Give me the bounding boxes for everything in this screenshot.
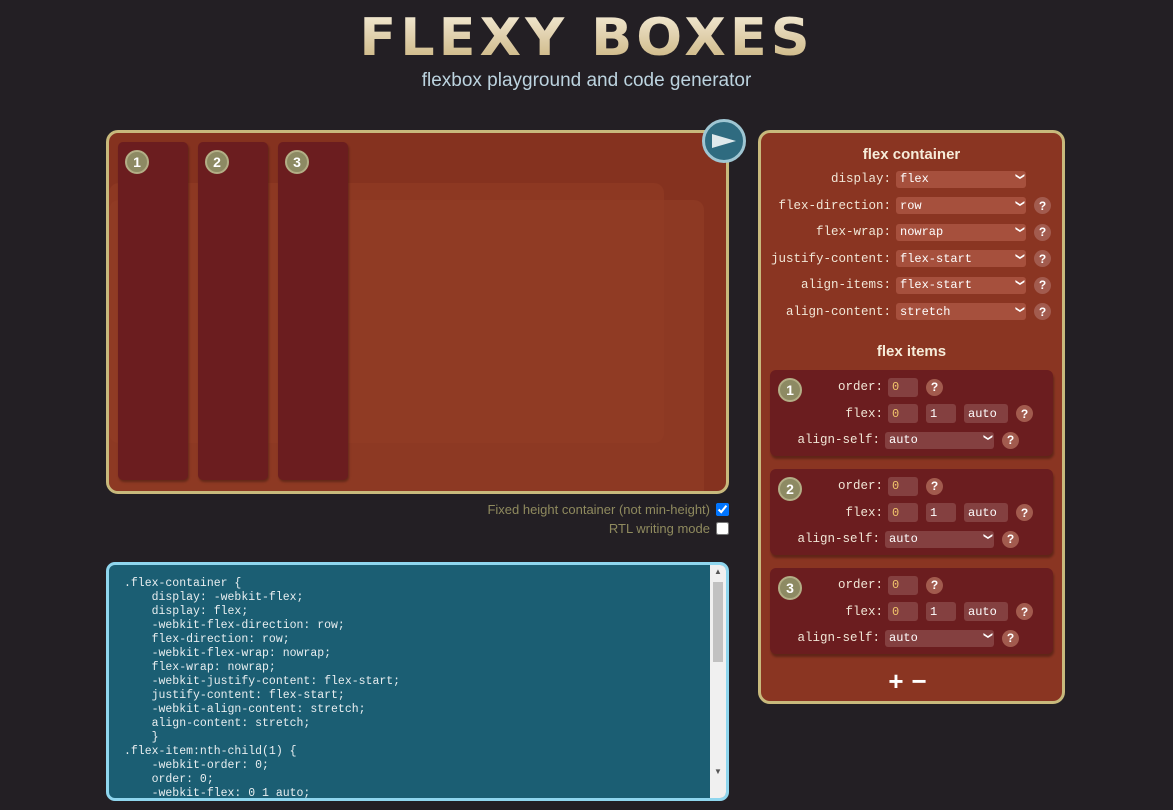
chevron-down-icon: ❯ <box>982 532 993 541</box>
flex-item-2[interactable]: 2 <box>198 142 268 480</box>
flex-item-3[interactable]: 3 <box>278 142 348 480</box>
help-icon[interactable]: ? <box>1016 603 1033 621</box>
item-number-badge: 1 <box>125 150 149 174</box>
align-self-select[interactable]: auto ❯ <box>885 530 994 548</box>
item-number-badge: 2 <box>205 150 229 174</box>
chevron-down-icon: ❯ <box>982 433 993 442</box>
add-item-button[interactable]: + <box>888 666 912 696</box>
flex-grow-input[interactable]: 0 <box>888 602 918 622</box>
align-self-select[interactable]: auto ❯ <box>885 629 994 647</box>
flex-shrink-input[interactable]: 1 <box>926 404 956 424</box>
help-icon[interactable]: ? <box>1034 197 1051 215</box>
container-prop-select[interactable]: row ❯ <box>896 197 1026 215</box>
chevron-down-icon: ❯ <box>1014 199 1025 208</box>
flex-basis-input[interactable]: auto <box>964 404 1008 424</box>
flex-item-settings-3: 3 order: 0? flex: 0 1 auto? align-self: auto ❯… <box>770 568 1053 654</box>
fixed-height-option[interactable]: Fixed height container (not min-height) <box>487 502 729 517</box>
container-prop-row: justify-content: flex-start ❯? <box>761 246 1062 273</box>
help-icon[interactable]: ? <box>926 477 943 495</box>
logo: FLEXY BOXES <box>0 6 1173 69</box>
help-icon[interactable]: ? <box>1016 504 1033 522</box>
chevron-down-icon: ❯ <box>1014 225 1025 234</box>
help-icon[interactable]: ? <box>926 378 943 396</box>
help-icon[interactable]: ? <box>1002 530 1019 548</box>
item-number-badge: 3 <box>285 150 309 174</box>
flex-grow-input[interactable]: 0 <box>888 503 918 523</box>
help-icon[interactable]: ? <box>1002 431 1019 449</box>
play-button[interactable] <box>702 119 746 163</box>
container-prop-row: display: flex ❯ <box>830 170 1026 188</box>
container-prop-row: flex-wrap: nowrap ❯? <box>761 219 1062 246</box>
remove-item-button[interactable]: − <box>911 666 935 696</box>
chevron-down-icon: ❯ <box>1014 172 1025 181</box>
align-self-select[interactable]: auto ❯ <box>885 431 994 449</box>
flex-basis-input[interactable]: auto <box>964 503 1008 523</box>
generated-code[interactable]: .flex-container { display: -webkit-flex;… <box>106 562 729 801</box>
help-icon[interactable]: ? <box>1002 629 1019 647</box>
order-input[interactable]: 0 <box>888 476 918 496</box>
container-prop-row: flex-direction: row ❯? <box>761 193 1062 220</box>
flex-item-settings-1: 1 order: 0? flex: 0 1 auto? align-self: auto ❯… <box>770 370 1053 456</box>
rtl-checkbox[interactable] <box>716 522 729 535</box>
play-triangle-icon <box>712 134 736 148</box>
flex-shrink-input[interactable]: 1 <box>926 602 956 622</box>
fixed-height-checkbox[interactable] <box>716 503 729 516</box>
chevron-down-icon: ❯ <box>982 631 993 640</box>
help-icon[interactable]: ? <box>1016 405 1033 423</box>
chevron-down-icon: ❯ <box>1014 278 1025 287</box>
flex-items-heading: flex items <box>876 343 947 360</box>
order-input[interactable]: 0 <box>888 377 918 397</box>
container-prop-select[interactable]: flex-start ❯ <box>896 276 1026 294</box>
chevron-down-icon: ❯ <box>1014 252 1025 261</box>
flex-item-settings-2: 2 order: 0? flex: 0 1 auto? align-self: auto ❯… <box>770 469 1053 555</box>
code-text[interactable]: .flex-container { display: -webkit-flex;… <box>124 577 401 800</box>
container-prop-row: align-items: flex-start ❯? <box>761 272 1062 299</box>
item-number-badge: 2 <box>778 477 802 501</box>
flex-grow-input[interactable]: 0 <box>888 404 918 424</box>
container-prop-select[interactable]: nowrap ❯ <box>896 223 1026 241</box>
flex-container-heading: flex container <box>862 146 961 163</box>
help-icon[interactable]: ? <box>1034 250 1051 268</box>
flex-item-1[interactable]: 1 <box>118 142 188 480</box>
subtitle: flexbox playground and code generator <box>421 70 752 91</box>
container-prop-select[interactable]: flex-start ❯ <box>896 250 1026 268</box>
help-icon[interactable]: ? <box>926 576 943 594</box>
flex-shrink-input[interactable]: 1 <box>926 503 956 523</box>
item-number-badge: 3 <box>778 576 802 600</box>
order-input[interactable]: 0 <box>888 575 918 595</box>
help-icon[interactable]: ? <box>1034 223 1051 241</box>
item-number-badge: 1 <box>778 378 802 402</box>
settings-panel: flex container display: flex ❯ flex-directi… <box>758 130 1065 704</box>
container-prop-select[interactable]: flex ❯ <box>896 170 1026 188</box>
help-icon[interactable]: ? <box>1034 276 1051 294</box>
container-prop-select[interactable]: stretch ❯ <box>896 303 1026 321</box>
container-prop-row: align-content: stretch ❯? <box>761 299 1062 326</box>
chevron-down-icon: ❯ <box>1014 305 1025 314</box>
help-icon[interactable]: ? <box>1034 303 1051 321</box>
flex-basis-input[interactable]: auto <box>964 602 1008 622</box>
rtl-option[interactable]: RTL writing mode <box>609 521 729 536</box>
code-scrollbar[interactable]: ▲ ▼ <box>710 565 726 798</box>
flex-container-preview: 1 2 3 <box>106 130 729 494</box>
